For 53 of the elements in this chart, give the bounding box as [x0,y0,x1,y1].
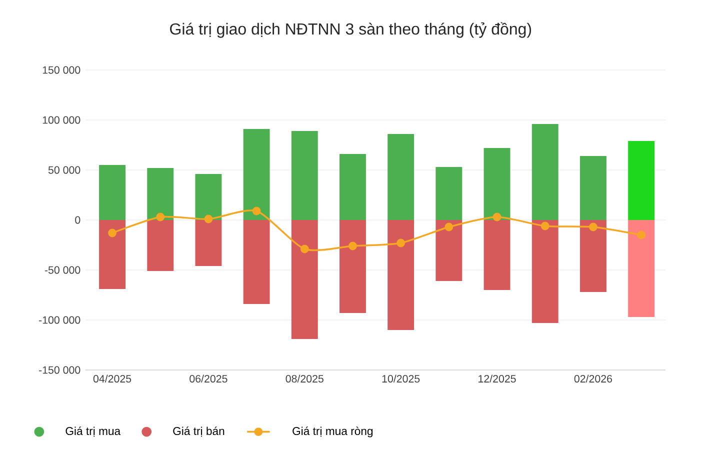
bar [388,220,414,330]
chart-title: Giá trị giao dịch NĐTNN 3 sàn theo tháng (tỷ đồng) [170,22,532,38]
legend-label: Giá trị bán [173,426,224,437]
point [156,212,165,222]
bar [484,148,510,220]
point [492,212,502,222]
y-tick-label: 0 [75,216,80,224]
legend-label: Giá trị mua ròng [292,426,373,438]
point [204,214,213,224]
bar [147,220,174,272]
bar [195,220,222,266]
bar [628,141,655,220]
bar [243,129,270,220]
point [588,222,598,232]
bar [195,174,222,220]
bar [147,168,174,220]
x-tick-label: 06/2025 [190,374,228,383]
point [252,206,261,216]
point [637,230,646,240]
point [396,238,406,248]
bar [532,220,558,323]
bar [388,134,414,220]
bar [484,220,510,290]
bar [628,220,655,318]
x-tick-label: 04/2025 [93,374,132,383]
bar [436,167,462,220]
y-tick-label: -50 000 [44,266,80,274]
bar [291,131,318,220]
point [348,242,357,250]
x-tick-label: 12/2025 [478,374,516,383]
y-tick-label: -100 000 [39,316,80,324]
y-tick-label: -150 000 [39,366,80,374]
bar [99,165,126,220]
legend-label: Giá trị mua [66,426,121,437]
x-tick-label: 08/2025 [286,374,324,383]
bar [291,220,318,339]
bar [580,156,606,220]
bar [580,220,606,292]
y-tick-label: 50 000 [48,166,80,174]
bar [340,220,366,314]
point [540,222,550,230]
bar [99,220,126,290]
x-tick-label: 02/2026 [574,374,612,383]
point [108,228,116,238]
x-tick-label: 10/2025 [382,374,420,383]
bar [532,124,558,220]
point [444,222,454,232]
bar [243,220,270,304]
point [300,244,309,254]
bar [340,154,366,220]
bar [436,220,462,281]
y-tick-label: 150 000 [42,66,80,74]
y-tick-label: 100 000 [42,116,80,124]
